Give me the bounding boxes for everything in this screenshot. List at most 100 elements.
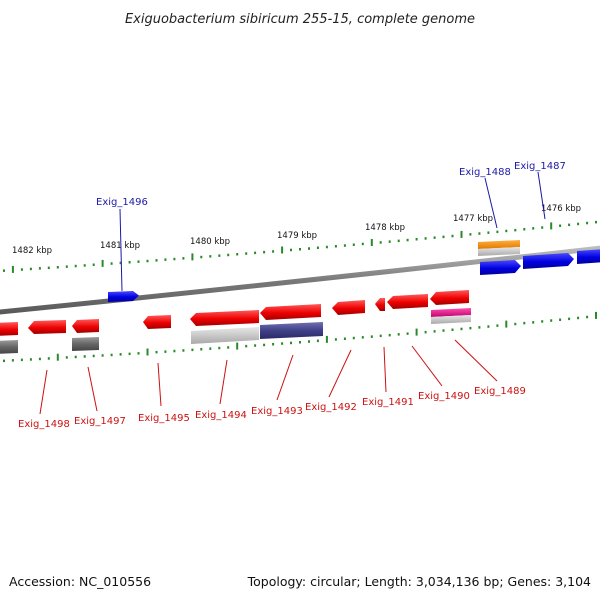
lower-scale-minor-tick <box>101 354 104 357</box>
gene-exig-1495[interactable] <box>143 315 171 329</box>
lower-scale-minor-tick <box>487 325 490 328</box>
kbp-label-1476: 1476 kbp <box>541 204 581 214</box>
gene-exig-1491[interactable] <box>375 298 385 311</box>
lower-scale-major-tick <box>595 311 597 319</box>
upper-scale-minor-tick <box>92 263 95 266</box>
upper-scale-minor-tick <box>451 234 454 238</box>
lower-scale-minor-tick <box>343 337 346 340</box>
upper-scale-minor-tick <box>442 235 445 239</box>
lower-scale-minor-tick <box>460 327 463 331</box>
upper-scale-minor-tick <box>29 267 32 271</box>
label-exig-1493[interactable]: Exig_1493 <box>251 406 303 417</box>
gene-exig-1488[interactable] <box>480 260 521 275</box>
feature-grey-1499 <box>0 340 18 354</box>
leader-exig-1494 <box>219 359 228 405</box>
upper-scale-minor-tick <box>218 254 221 257</box>
lower-scale-minor-tick <box>20 358 23 362</box>
lower-scale-minor-tick <box>218 346 221 350</box>
upper-scale-minor-tick <box>209 255 212 258</box>
upper-scale-minor-tick <box>559 224 562 227</box>
lower-scale-minor-tick <box>83 355 86 358</box>
lower-scale-minor-tick <box>182 349 185 352</box>
feature-grey-1494 <box>191 327 259 344</box>
upper-scale-minor-tick <box>245 252 248 255</box>
upper-scale-major-tick <box>370 239 373 246</box>
lower-scale-minor-tick <box>209 347 212 350</box>
label-exig-1492[interactable]: Exig_1492 <box>305 402 357 413</box>
gene-exig-1493[interactable] <box>260 304 321 320</box>
lower-scale-minor-tick <box>559 318 562 321</box>
gene-exig-1492[interactable] <box>332 300 365 315</box>
leader-exig-1497 <box>87 366 98 412</box>
lower-scale-minor-tick <box>451 328 454 331</box>
lower-scale-major-tick <box>415 328 418 336</box>
lower-scale-minor-tick <box>92 354 95 358</box>
feature-grey-1497 <box>72 337 99 351</box>
upper-scale-major-tick <box>191 253 194 261</box>
label-exig-1496[interactable]: Exig_1496 <box>96 197 148 208</box>
lower-scale-minor-tick <box>110 353 113 357</box>
upper-scale-major-tick <box>101 259 104 267</box>
label-exig-1491[interactable]: Exig_1491 <box>362 397 414 408</box>
upper-scale-minor-tick <box>236 253 239 256</box>
genome-backbone <box>0 245 600 315</box>
leader-exig-1488 <box>484 177 498 229</box>
upper-scale-major-tick <box>460 230 463 238</box>
gene-exig-1499[interactable] <box>0 322 18 336</box>
reverse-genes <box>0 290 471 354</box>
gene-next-forward[interactable] <box>577 249 600 264</box>
upper-scale-minor-tick <box>3 269 5 272</box>
label-exig-1494[interactable]: Exig_1494 <box>195 410 247 421</box>
upper-scale-minor-tick <box>586 221 589 225</box>
lower-scale-minor-tick <box>173 349 176 353</box>
leader-exig-1487 <box>537 171 546 220</box>
kbp-label-1482: 1482 kbp <box>12 246 52 256</box>
upper-scale-minor-tick <box>38 267 41 270</box>
label-exig-1487[interactable]: Exig_1487 <box>514 161 566 172</box>
gene-exig-1487[interactable] <box>523 253 574 269</box>
upper-scale-major-tick <box>550 222 553 230</box>
upper-scale-minor-tick <box>541 226 544 229</box>
upper-scale-minor-tick <box>424 237 427 240</box>
lower-scale-minor-tick <box>370 335 373 338</box>
upper-scale-minor-tick <box>146 259 149 263</box>
gene-exig-1498[interactable] <box>28 320 66 334</box>
lower-scale-minor-tick <box>128 352 131 356</box>
label-exig-1489[interactable]: Exig_1489 <box>474 386 526 397</box>
upper-scale-minor-tick <box>56 266 59 269</box>
genome-summary-text: Topology: circular; Length: 3,034,136 bp… <box>247 574 591 589</box>
upper-scale-major-tick <box>281 246 284 254</box>
gene-exig-1494[interactable] <box>190 310 259 326</box>
lower-scale-minor-tick <box>550 319 553 322</box>
gene-exig-1497[interactable] <box>72 319 99 333</box>
upper-scale-minor-tick <box>200 255 203 259</box>
lower-scale-major-tick <box>146 348 149 356</box>
gene-exig-1496[interactable] <box>108 291 139 302</box>
lower-scale-minor-tick <box>308 340 310 343</box>
lower-scale-minor-tick <box>523 321 526 325</box>
lower-scale-minor-tick <box>164 350 167 353</box>
upper-scale-minor-tick <box>119 261 122 265</box>
gene-exig-1490[interactable] <box>387 294 428 309</box>
leader-exig-1495 <box>157 362 162 407</box>
lower-scale-minor-tick <box>577 316 580 320</box>
lower-scale <box>3 311 597 363</box>
label-exig-1490[interactable]: Exig_1490 <box>418 391 470 402</box>
upper-scale-minor-tick <box>47 266 50 270</box>
lower-scale-minor-tick <box>299 341 301 344</box>
upper-scale-minor-tick <box>137 260 140 263</box>
gene-exig-1489[interactable] <box>430 290 469 305</box>
lower-scale-minor-tick <box>469 326 472 330</box>
label-exig-1498[interactable]: Exig_1498 <box>18 419 70 430</box>
label-exig-1488[interactable]: Exig_1488 <box>459 167 511 178</box>
lower-scale-major-tick <box>56 353 59 361</box>
upper-scale-minor-tick <box>316 246 319 249</box>
feature-orange <box>478 240 520 249</box>
lower-scale-minor-tick <box>38 357 41 361</box>
label-exig-1497[interactable]: Exig_1497 <box>74 416 126 427</box>
upper-scale-major-tick <box>11 265 14 273</box>
upper-scale-minor-tick <box>433 236 436 239</box>
upper-scale-minor-tick <box>478 232 481 235</box>
label-exig-1495[interactable]: Exig_1495 <box>138 413 190 424</box>
